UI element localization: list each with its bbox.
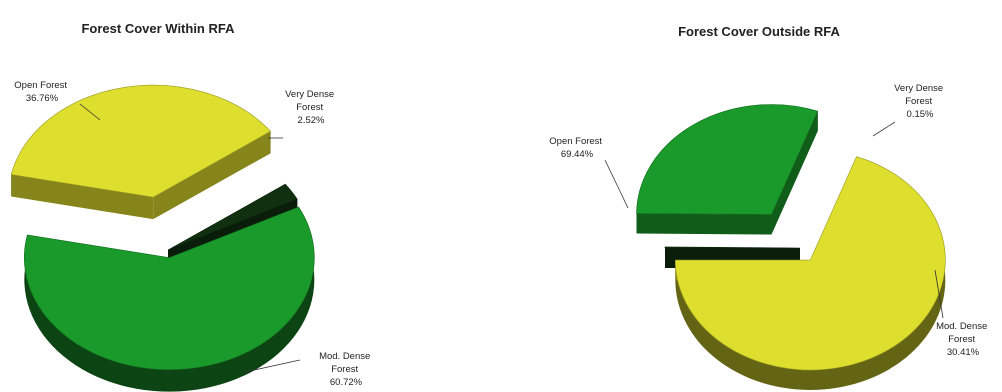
pie-slices [636, 104, 946, 391]
leader-line-mod-dense [934, 269, 944, 319]
slice-label-line: Very Dense [285, 89, 334, 100]
slice-label-line: Open Forest [14, 80, 67, 91]
leader-line-open-forest [604, 159, 629, 209]
slice-value-label: 60.72% [330, 377, 363, 388]
slice-label-mod-dense: Mod. Dense Forest 30.41% [936, 321, 990, 358]
slice-value-label: 0.15% [907, 109, 934, 120]
slice-label-line: Very Dense [894, 83, 943, 94]
chart-title: Forest Cover Outside RFA [678, 24, 840, 39]
pie-slice [167, 183, 298, 251]
slice-label-mod-dense: Mod. Dense Forest 60.72% [319, 351, 373, 388]
pie-slice [24, 206, 315, 370]
slice-label-very-dense: Very Dense Forest 0.15% [894, 83, 946, 120]
pie-slice [675, 156, 946, 371]
leader-line-very-dense [872, 121, 896, 137]
slice-value-label: 2.52% [298, 115, 325, 126]
pie-chart-outside-rfa: Forest Cover Outside RFA Very Dense Fore… [549, 24, 990, 391]
slice-value-label: 69.44% [561, 149, 594, 160]
pie-slice [664, 246, 801, 249]
leader-line-open-forest [79, 103, 101, 121]
chart-title: Forest Cover Within RFA [81, 21, 235, 36]
slice-label-line: Forest [905, 96, 932, 107]
slice-label-line: Open Forest [549, 136, 602, 147]
leader-line-mod-dense [244, 359, 301, 373]
pie-slice-wall [11, 174, 154, 220]
pie-slice [636, 104, 819, 215]
slice-value-label: 30.41% [947, 347, 980, 358]
slice-label-line: Forest [296, 102, 323, 113]
pie-slices [10, 84, 315, 392]
slice-label-open-forest: Open Forest 69.44% [549, 136, 604, 160]
slice-label-open-forest: Open Forest 36.76% [14, 80, 69, 104]
slice-label-very-dense: Very Dense Forest 2.52% [285, 89, 337, 126]
pie-slice-wall [636, 213, 772, 235]
pie-slice-wall [153, 131, 271, 220]
slice-label-line: Mod. Dense [319, 351, 370, 362]
pie-slice [10, 84, 272, 198]
slice-value-label: 36.76% [26, 93, 59, 104]
pie-chart-within-rfa: Forest Cover Within RFA Very Dense Fores… [10, 21, 373, 392]
pie-slice-wall [771, 111, 818, 235]
slice-label-line: Forest [331, 364, 358, 375]
slice-label-line: Forest [948, 334, 975, 345]
slice-label-line: Mod. Dense [936, 321, 987, 332]
